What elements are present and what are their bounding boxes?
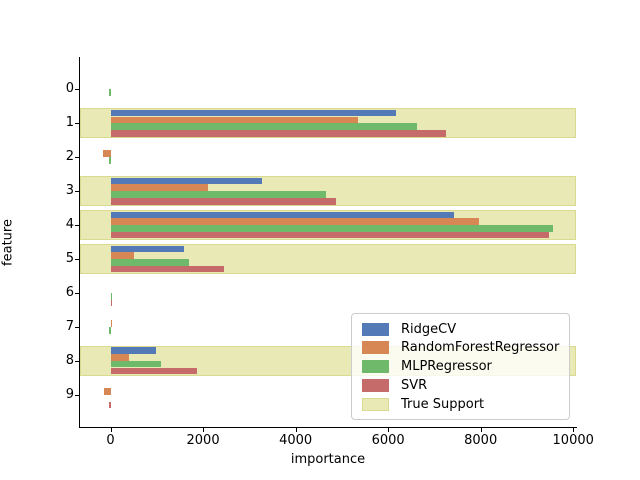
x-tick-mark [110,428,112,432]
x-axis-label: importance [290,452,366,467]
bar-svr-feature-9 [109,401,111,409]
y-tick-label: 6 [65,284,74,300]
y-tick-mark [75,89,79,91]
bar-randomforestregressor-feature-2 [102,150,111,157]
legend-label: MLPRegressor [401,359,492,374]
bar-mlpregressor-feature-1 [110,123,417,130]
y-tick-mark [75,394,79,396]
plot-area [80,57,576,427]
x-axis-spine [79,427,577,428]
x-tick-label: 6000 [371,433,405,448]
bar-mlpregressor-feature-7 [109,327,111,334]
x-tick-mark [388,428,390,432]
y-tick-mark [75,258,79,260]
x-tick-label: 10000 [552,433,594,448]
bar-mlpregressor-feature-2 [109,157,111,164]
bar-randomforestregressor-feature-4 [110,218,479,225]
bar-ridgecv-feature-3 [110,177,262,185]
y-tick-mark [75,326,79,328]
legend-swatch-icon [362,341,389,355]
bar-randomforestregressor-feature-3 [110,184,208,191]
x-tick-mark [203,428,205,432]
x-tick-mark [295,428,297,432]
bar-randomforestregressor-feature-5 [110,252,134,259]
bar-mlpregressor-feature-8 [110,360,162,368]
y-tick-mark [75,292,79,294]
y-tick-mark [75,157,79,159]
legend-item: SVR [362,377,559,393]
bar-mlpregressor-feature-5 [110,259,189,266]
bar-svr-feature-8 [110,367,197,375]
bar-mlpregressor-feature-6 [110,293,113,300]
y-tick-mark [75,123,79,125]
legend-label: True Support [401,396,485,412]
bar-randomforestregressor-feature-1 [110,116,359,124]
bar-randomforestregressor-feature-9 [103,388,111,395]
y-tick-label: 3 [65,183,74,199]
y-tick-label: 2 [65,149,74,165]
legend-item: RandomForestRegressor [362,340,559,356]
y-tick-label: 1 [65,115,74,131]
legend-swatch-icon [362,322,389,336]
bar-mlpregressor-feature-4 [110,225,554,232]
x-tick-label: 2000 [186,433,220,448]
legend-item: MLPRegressor [362,359,559,375]
y-tick-mark [75,225,79,227]
legend-item: RidgeCV [362,321,559,337]
bar-svr-feature-6 [110,299,112,307]
bar-ridgecv-feature-8 [110,347,156,354]
y-tick-label: 9 [65,386,74,402]
bar-mlpregressor-feature-0 [108,89,111,96]
bar-randomforestregressor-feature-8 [110,354,129,361]
y-tick-label: 8 [65,352,74,368]
y-tick-label: 5 [65,250,74,266]
y-tick-label: 4 [65,217,74,233]
legend: RidgeCV RandomForestRegressor MLPRegressor… [351,313,570,420]
y-axis-label: feature [0,219,16,266]
legend-swatch-icon [362,397,389,411]
bar-ridgecv-feature-4 [110,211,454,219]
legend-swatch-icon [362,360,389,373]
x-tick-mark [573,428,575,432]
bar-svr-feature-4 [110,231,550,239]
legend-swatch-icon [362,378,389,392]
y-tick-mark [75,360,79,362]
legend-label: RidgeCV [401,321,457,337]
bar-svr-feature-1 [110,130,446,137]
y-tick-mark [75,191,79,193]
legend-label: RandomForestRegressor [401,340,560,356]
y-tick-label: 7 [65,318,74,334]
x-tick-label: 4000 [279,433,313,448]
bar-ridgecv-feature-5 [110,245,184,253]
y-axis-spine [79,57,80,428]
bar-mlpregressor-feature-3 [110,191,326,198]
legend-label: SVR [401,377,428,393]
x-tick-label: 0 [106,433,115,448]
x-tick-label: 8000 [464,433,498,448]
bar-ridgecv-feature-1 [110,109,396,117]
bar-svr-feature-3 [110,198,336,205]
x-tick-mark [480,428,482,432]
legend-item: True Support [362,396,559,412]
y-tick-label: 0 [65,81,74,97]
bar-svr-feature-5 [110,265,224,273]
bar-randomforestregressor-feature-7 [110,320,113,327]
